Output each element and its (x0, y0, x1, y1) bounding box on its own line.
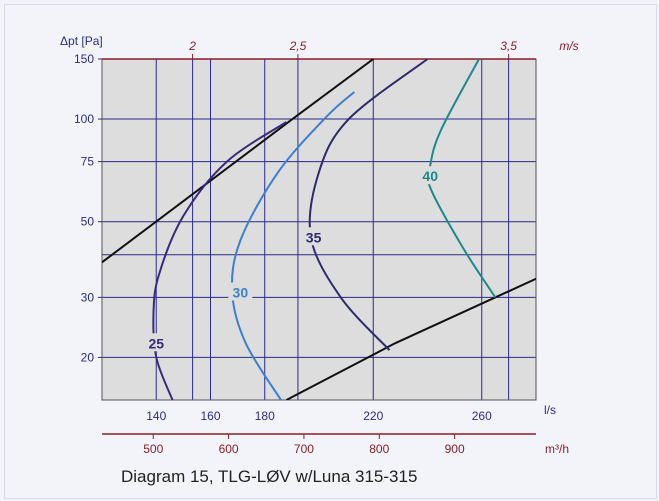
x-tick-label: 180 (255, 409, 275, 423)
y-tick-label: 100 (74, 112, 94, 126)
series-label-40: 40 (422, 168, 438, 184)
series-curve-35 (308, 59, 429, 351)
y-tick-label: 20 (81, 350, 95, 364)
series-label-bg-40 (418, 166, 443, 185)
chart: 2 2,5 3,5 m/s 20 30 50 75 100 150 Δpt [Pa] 140 160 18… (60, 34, 579, 456)
bottom2-axis-unit: m³/h (545, 442, 569, 456)
series-label-bg-35 (301, 227, 326, 246)
series-curve-25 (152, 121, 287, 400)
y-tick-label: 150 (74, 52, 94, 66)
bottom2-tick-label: 800 (369, 442, 389, 456)
top-axis-unit: m/s (559, 39, 578, 53)
bottom2-tick-label: 700 (294, 442, 314, 456)
y-axis-label: Δpt [Pa] (60, 34, 103, 48)
x-tick-label: 220 (363, 409, 383, 423)
y-tick-label: 30 (81, 290, 95, 304)
series-curve-30 (230, 91, 355, 400)
top-tick-label: 3,5 (500, 39, 517, 53)
chart-caption: Diagram 15, TLG-LØV w/Luna 315-315 (121, 467, 418, 486)
bottom2-tick-label: 900 (445, 442, 465, 456)
top-tick-label: 2,5 (289, 39, 307, 53)
series-label-bg-30 (228, 282, 253, 301)
y-tick-label: 50 (81, 215, 95, 229)
x-tick-label: 160 (200, 409, 220, 423)
y-tick-label: 75 (81, 155, 95, 169)
series-label-35: 35 (306, 229, 322, 245)
boundary-line (285, 277, 536, 400)
bottom2-tick-label: 600 (219, 442, 239, 456)
series-label-30: 30 (233, 284, 249, 300)
x-axis-unit: l/s (544, 403, 556, 417)
x-tick-label: 140 (146, 409, 166, 423)
boundary-line (102, 59, 374, 264)
chart-frame: 2 2,5 3,5 m/s 20 30 50 75 100 150 Δpt [Pa] 140 160 18… (4, 4, 657, 499)
top-tick-label: 2 (188, 39, 196, 53)
series-label-25: 25 (148, 335, 164, 351)
series-label-bg-25 (144, 333, 169, 352)
x-tick-label: 260 (472, 409, 492, 423)
bottom2-tick-label: 500 (143, 442, 163, 456)
